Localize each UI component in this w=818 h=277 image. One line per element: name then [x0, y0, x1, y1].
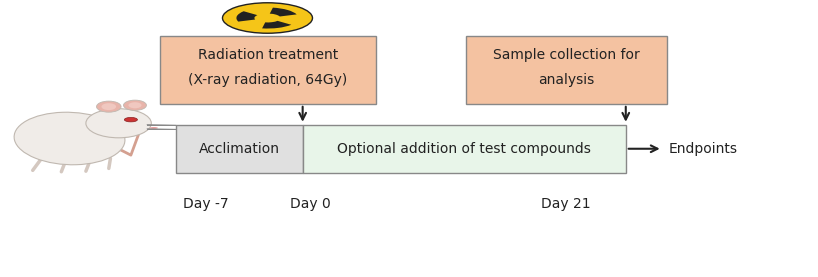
- Text: Day -7: Day -7: [183, 197, 229, 211]
- FancyBboxPatch shape: [303, 125, 626, 173]
- Ellipse shape: [124, 100, 146, 110]
- Circle shape: [124, 117, 137, 122]
- Ellipse shape: [150, 127, 158, 129]
- Text: Day 21: Day 21: [542, 197, 591, 211]
- Ellipse shape: [97, 101, 121, 112]
- Text: Optional addition of test compounds: Optional addition of test compounds: [337, 142, 591, 156]
- Text: Endpoints: Endpoints: [669, 142, 738, 156]
- FancyBboxPatch shape: [176, 125, 303, 173]
- Wedge shape: [270, 8, 297, 17]
- Wedge shape: [236, 11, 258, 22]
- Text: Acclimation: Acclimation: [199, 142, 280, 156]
- Text: Radiation treatment: Radiation treatment: [198, 48, 338, 62]
- Ellipse shape: [101, 103, 116, 110]
- FancyBboxPatch shape: [466, 36, 667, 104]
- Circle shape: [222, 3, 312, 33]
- Circle shape: [259, 15, 276, 21]
- Ellipse shape: [14, 112, 125, 165]
- Wedge shape: [262, 21, 291, 29]
- Ellipse shape: [128, 102, 142, 108]
- Text: Sample collection for: Sample collection for: [493, 48, 640, 62]
- Text: (X-ray radiation, 64Gy): (X-ray radiation, 64Gy): [188, 73, 348, 87]
- FancyBboxPatch shape: [160, 36, 376, 104]
- Text: Day 0: Day 0: [290, 197, 331, 211]
- Text: analysis: analysis: [538, 73, 595, 87]
- Ellipse shape: [86, 109, 151, 138]
